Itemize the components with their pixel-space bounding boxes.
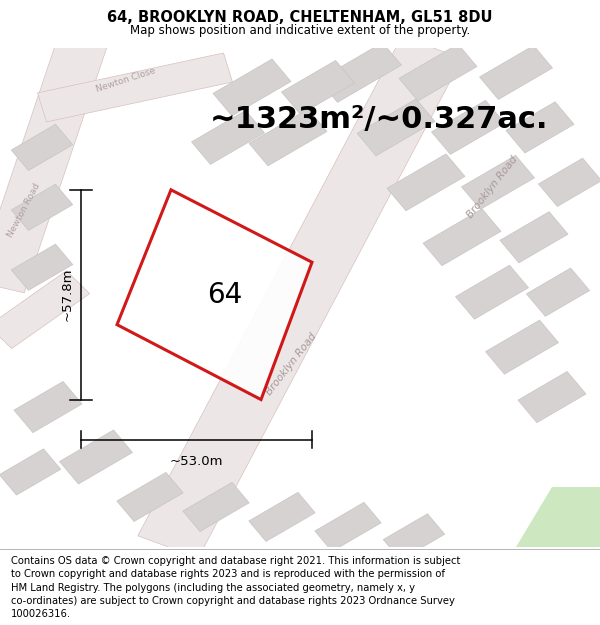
- Text: Map shows position and indicative extent of the property.: Map shows position and indicative extent…: [130, 24, 470, 37]
- Polygon shape: [117, 472, 183, 521]
- Polygon shape: [387, 154, 465, 211]
- Polygon shape: [383, 514, 445, 560]
- Text: ~57.8m: ~57.8m: [61, 268, 74, 321]
- Text: ~53.0m: ~53.0m: [170, 456, 223, 469]
- Polygon shape: [357, 99, 435, 156]
- Polygon shape: [485, 320, 559, 374]
- Polygon shape: [479, 46, 553, 99]
- Polygon shape: [38, 53, 232, 122]
- Polygon shape: [138, 36, 462, 558]
- Polygon shape: [213, 59, 291, 116]
- Polygon shape: [249, 492, 315, 541]
- Polygon shape: [249, 109, 327, 166]
- Polygon shape: [399, 44, 477, 101]
- Polygon shape: [11, 184, 73, 231]
- Text: Brooklyn Road: Brooklyn Road: [465, 154, 519, 220]
- Polygon shape: [281, 61, 355, 114]
- Polygon shape: [59, 430, 133, 484]
- Polygon shape: [0, 271, 89, 349]
- Polygon shape: [183, 482, 249, 531]
- Polygon shape: [11, 124, 73, 171]
- Polygon shape: [14, 381, 82, 432]
- Text: 64: 64: [208, 281, 242, 309]
- Text: Contains OS data © Crown copyright and database right 2021. This information is : Contains OS data © Crown copyright and d…: [11, 556, 460, 619]
- Polygon shape: [0, 449, 61, 495]
- Polygon shape: [461, 156, 535, 209]
- Polygon shape: [315, 503, 381, 551]
- Text: ~1323m²/~0.327ac.: ~1323m²/~0.327ac.: [210, 106, 548, 134]
- Text: Newton Close: Newton Close: [95, 66, 157, 94]
- Text: 64, BROOKLYN ROAD, CHELTENHAM, GL51 8DU: 64, BROOKLYN ROAD, CHELTENHAM, GL51 8DU: [107, 9, 493, 24]
- Polygon shape: [506, 102, 574, 153]
- Polygon shape: [191, 111, 265, 164]
- Text: Newton Road: Newton Road: [6, 181, 42, 239]
- Polygon shape: [0, 32, 108, 293]
- Polygon shape: [117, 190, 312, 399]
- Polygon shape: [516, 487, 600, 547]
- Polygon shape: [526, 268, 590, 316]
- Text: Brooklyn Road: Brooklyn Road: [264, 332, 318, 398]
- Polygon shape: [431, 101, 505, 154]
- Polygon shape: [423, 209, 501, 266]
- Polygon shape: [11, 244, 73, 291]
- Polygon shape: [538, 158, 600, 206]
- Polygon shape: [518, 371, 586, 423]
- Polygon shape: [319, 42, 401, 102]
- Polygon shape: [500, 212, 568, 263]
- Polygon shape: [455, 265, 529, 319]
